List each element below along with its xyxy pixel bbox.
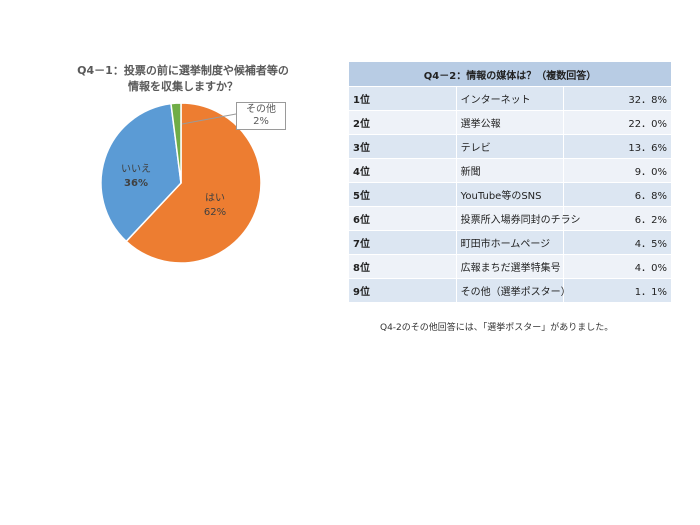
table-row: 1位 インターネット 32．8%: [348, 86, 672, 111]
pie-title-line-1: Q4－1：投票の前に選挙制度や候補者等の: [77, 64, 289, 77]
media-ranking-table: Q4－2：情報の媒体は？（複数回答） 1位 インターネット 32．8% 2位 選挙公報 2…: [348, 61, 672, 303]
slice-label-no-name: いいえ: [121, 163, 151, 175]
slice-label-yes-name: はい: [205, 192, 225, 204]
percentage-cell: 6．2%: [563, 206, 672, 231]
percentage-cell: 22．0%: [563, 110, 672, 135]
pie-slice-other: [170, 102, 182, 184]
media-label-cell: テレビ: [455, 134, 565, 159]
slice-label-other-value: 2%: [253, 116, 269, 127]
rank-cell: 4位: [348, 158, 457, 183]
callout-leader-line: [181, 113, 237, 125]
media-label-cell: YouTube等のSNS: [455, 182, 565, 207]
slice-label-no-value: 36%: [124, 178, 148, 189]
table-row: 2位 選挙公報 22．0%: [348, 110, 672, 135]
table-title: Q4－2：情報の媒体は？（複数回答）: [348, 61, 672, 87]
media-label-cell: 選挙公報: [455, 110, 565, 135]
rank-cell: 9位: [348, 278, 457, 303]
percentage-cell: 13．6%: [563, 134, 672, 159]
pie-slices: [100, 102, 262, 264]
rank-cell: 3位: [348, 134, 457, 159]
slice-label-yes-value: 62%: [204, 207, 226, 218]
table-row: 8位 広報まちだ選挙特集号 4．0%: [348, 254, 672, 279]
percentage-cell: 4．5%: [563, 230, 672, 255]
table-row: 3位 テレビ 13．6%: [348, 134, 672, 159]
pie-chart-title: Q4－1：投票の前に選挙制度や候補者等の 情報を収集しますか？: [58, 63, 308, 95]
pie-title-line-2: 情報を収集しますか？: [128, 80, 238, 93]
percentage-cell: 6．8%: [563, 182, 672, 207]
percentage-cell: 32．8%: [563, 86, 672, 111]
percentage-cell: 1．1%: [563, 278, 672, 303]
media-label-cell: その他（選挙ポスター）: [455, 278, 571, 303]
table-row: 5位 YouTube等のSNS 6．8%: [348, 182, 672, 207]
percentage-cell: 4．0%: [563, 254, 672, 279]
media-label-cell: 投票所入場券同封のチラシ: [455, 206, 580, 231]
slice-label-yes: はい 62%: [204, 192, 226, 218]
slice-label-no: いいえ 36%: [121, 163, 151, 189]
pie-slice-yes: [125, 102, 262, 264]
rank-cell: 7位: [348, 230, 457, 255]
table-row: 6位 投票所入場券同封のチラシ 6．2%: [348, 206, 672, 231]
media-label-cell: インターネット: [455, 86, 565, 111]
table-row: 9位 その他（選挙ポスター） 1．1%: [348, 278, 672, 303]
table-body: 1位 インターネット 32．8% 2位 選挙公報 22．0% 3位 テレビ 13．6% 4位 新聞 9…: [348, 86, 672, 303]
slice-label-other-name: その他: [246, 104, 276, 115]
media-label-cell: 町田市ホームページ: [455, 230, 565, 255]
table-footnote: Q4-2のその他回答には、「選挙ポスター」がありました。: [380, 323, 614, 333]
table-header-row: Q4－2：情報の媒体は？（複数回答）: [348, 61, 672, 87]
media-label-cell: 新聞: [455, 158, 565, 183]
percentage-cell: 9．0%: [563, 158, 672, 183]
slice-callout-other: その他 2%: [236, 102, 286, 130]
rank-cell: 6位: [348, 206, 457, 231]
rank-cell: 1位: [348, 86, 457, 111]
table-row: 4位 新聞 9．0%: [348, 158, 672, 183]
media-label-cell: 広報まちだ選挙特集号: [455, 254, 565, 279]
rank-cell: 8位: [348, 254, 457, 279]
table-row: 7位 町田市ホームページ 4．5%: [348, 230, 672, 255]
rank-cell: 5位: [348, 182, 457, 207]
pie-slice-no: [100, 102, 182, 243]
rank-cell: 2位: [348, 110, 457, 135]
